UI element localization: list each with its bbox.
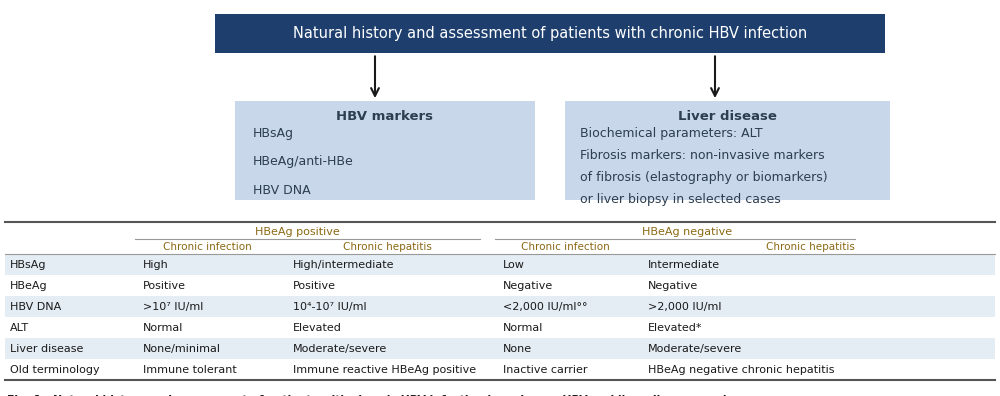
Text: None/minimal: None/minimal xyxy=(143,344,221,354)
Text: HBsAg: HBsAg xyxy=(10,260,46,270)
Text: Liver disease: Liver disease xyxy=(10,344,83,354)
Text: HBeAg: HBeAg xyxy=(10,281,48,291)
FancyBboxPatch shape xyxy=(235,101,535,200)
Text: Chronic infection: Chronic infection xyxy=(163,242,251,253)
Text: HBV markers: HBV markers xyxy=(336,110,434,123)
Text: Elevated*: Elevated* xyxy=(648,323,702,333)
Text: ALT: ALT xyxy=(10,323,29,333)
Text: HBeAg/anti-HBe: HBeAg/anti-HBe xyxy=(253,155,354,168)
Text: Normal: Normal xyxy=(503,323,543,333)
Text: Fibrosis markers: non-invasive markers: Fibrosis markers: non-invasive markers xyxy=(580,149,825,162)
Text: Intermediate: Intermediate xyxy=(648,260,720,270)
Text: High/intermediate: High/intermediate xyxy=(293,260,394,270)
Text: High: High xyxy=(143,260,169,270)
Text: None: None xyxy=(503,344,532,354)
Text: HBV DNA: HBV DNA xyxy=(10,302,61,312)
Text: Moderate/severe: Moderate/severe xyxy=(648,344,742,354)
Text: of fibrosis (elastography or biomarkers): of fibrosis (elastography or biomarkers) xyxy=(580,171,828,184)
Bar xyxy=(5,296,995,317)
Text: HBV DNA: HBV DNA xyxy=(253,184,311,197)
Text: >10⁷ IU/ml: >10⁷ IU/ml xyxy=(143,302,203,312)
Text: Chronic hepatitis: Chronic hepatitis xyxy=(343,242,431,253)
Text: Normal: Normal xyxy=(143,323,183,333)
Text: HBeAg positive: HBeAg positive xyxy=(255,227,339,237)
Text: Biochemical parameters: ALT: Biochemical parameters: ALT xyxy=(580,127,763,140)
Text: Liver disease: Liver disease xyxy=(678,110,777,123)
Bar xyxy=(5,317,995,338)
Text: HBeAg negative chronic hepatitis: HBeAg negative chronic hepatitis xyxy=(648,365,834,375)
Text: Negative: Negative xyxy=(648,281,698,291)
Text: Old terminology: Old terminology xyxy=(10,365,100,375)
Text: Negative: Negative xyxy=(503,281,553,291)
FancyBboxPatch shape xyxy=(565,101,890,200)
Text: Fig. 1.  Natural history and assessment of patients with chronic HBV infection b: Fig. 1. Natural history and assessment o… xyxy=(7,395,753,396)
Text: Inactive carrier: Inactive carrier xyxy=(503,365,588,375)
Text: Moderate/severe: Moderate/severe xyxy=(293,344,387,354)
Text: Chronic infection: Chronic infection xyxy=(521,242,609,253)
Bar xyxy=(5,359,995,380)
Bar xyxy=(5,254,995,275)
Text: Natural history and assessment of patients with chronic HBV infection: Natural history and assessment of patien… xyxy=(293,26,807,41)
Text: Immune reactive HBeAg positive: Immune reactive HBeAg positive xyxy=(293,365,476,375)
FancyBboxPatch shape xyxy=(215,14,885,53)
Text: Positive: Positive xyxy=(143,281,186,291)
Text: HBeAg negative: HBeAg negative xyxy=(642,227,733,237)
Text: 10⁴-10⁷ IU/ml: 10⁴-10⁷ IU/ml xyxy=(293,302,367,312)
Bar xyxy=(5,338,995,359)
Text: Positive: Positive xyxy=(293,281,336,291)
Text: HBsAg: HBsAg xyxy=(253,127,294,140)
Text: Chronic hepatitis: Chronic hepatitis xyxy=(766,242,854,253)
Text: or liver biopsy in selected cases: or liver biopsy in selected cases xyxy=(580,193,781,206)
Text: Low: Low xyxy=(503,260,525,270)
Text: <2,000 IU/ml°°: <2,000 IU/ml°° xyxy=(503,302,588,312)
Bar xyxy=(5,275,995,296)
Text: Elevated: Elevated xyxy=(293,323,342,333)
Text: >2,000 IU/ml: >2,000 IU/ml xyxy=(648,302,722,312)
Text: Immune tolerant: Immune tolerant xyxy=(143,365,237,375)
